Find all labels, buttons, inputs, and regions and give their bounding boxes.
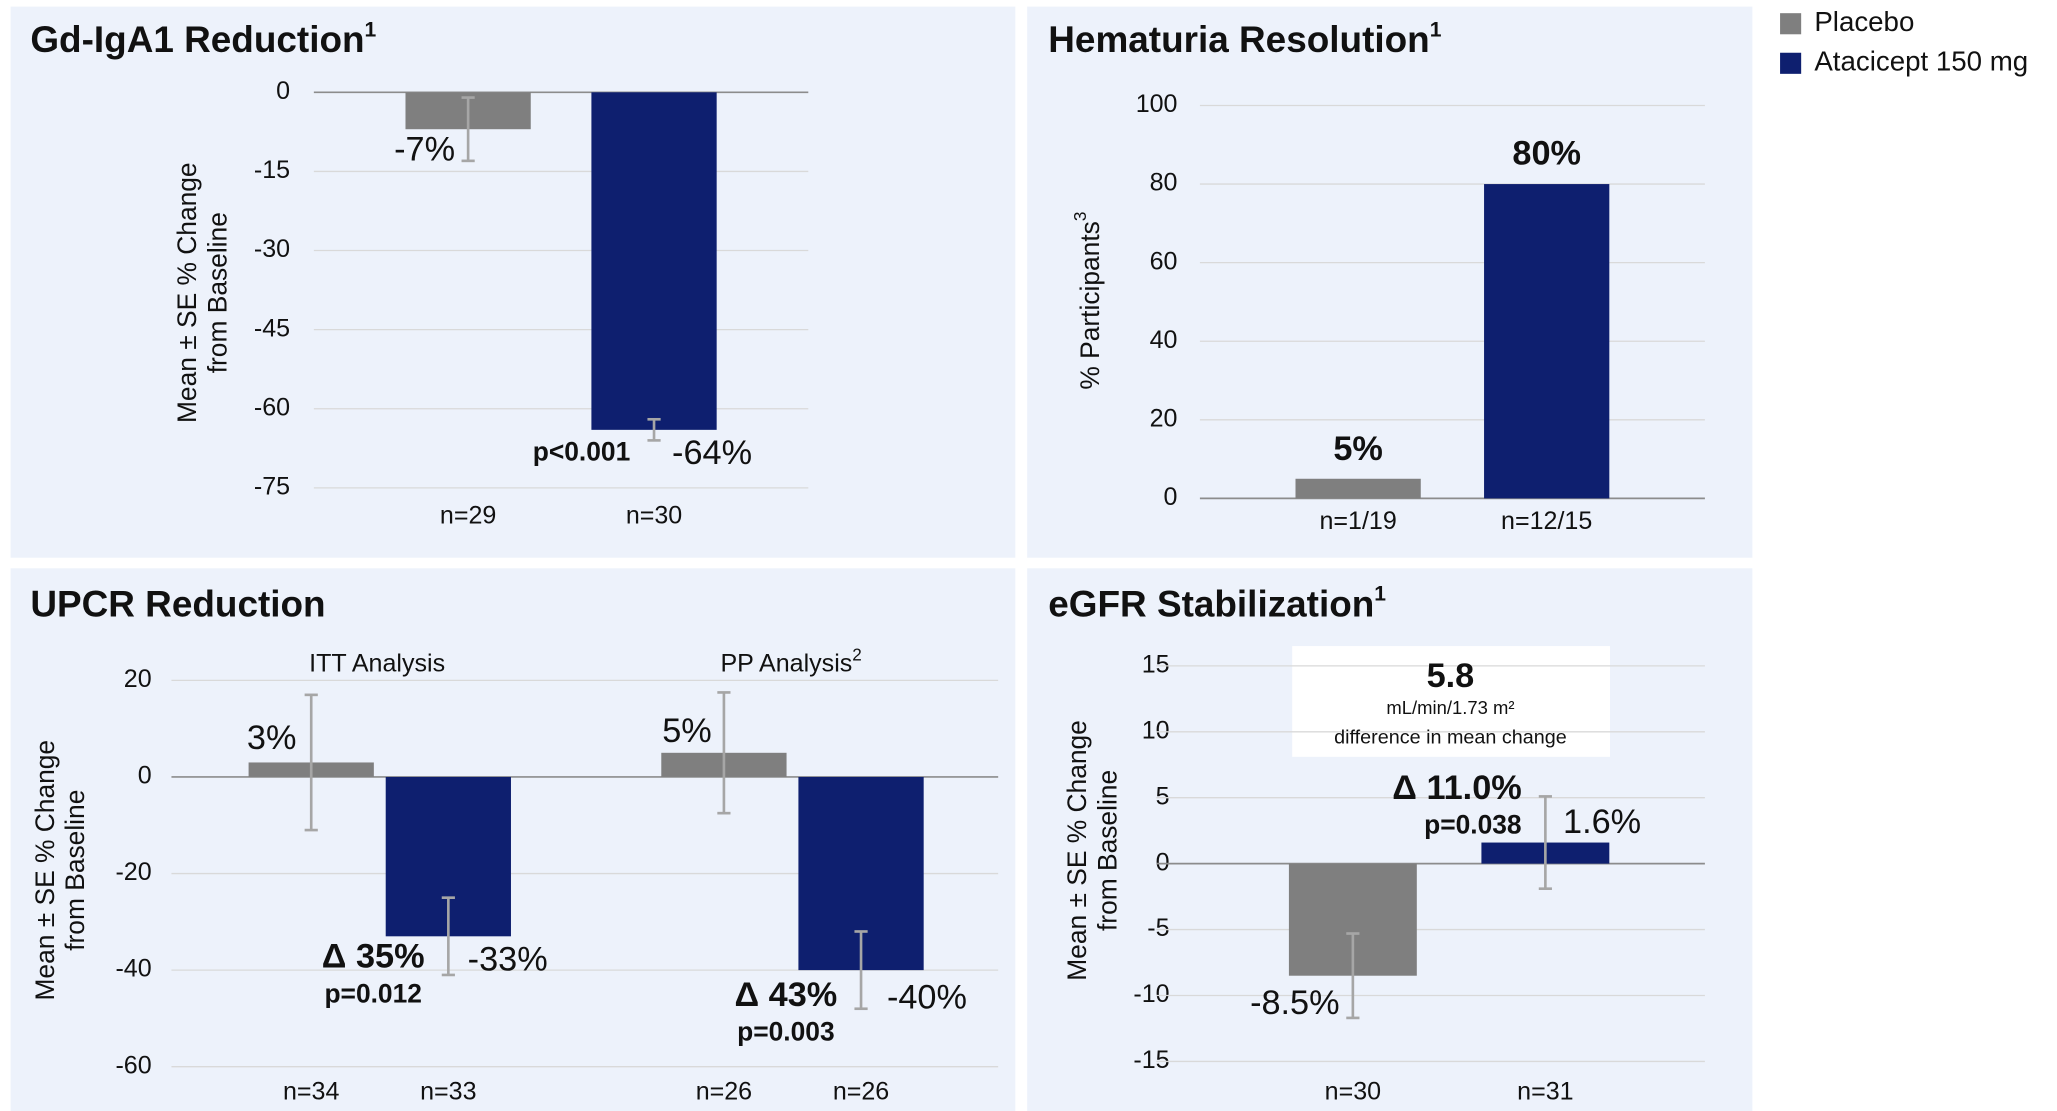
bar [1484,184,1610,499]
y-axis-label: Mean ± SE % Change [172,162,202,423]
y-tick-label: -45 [254,314,290,342]
y-axis-label: % Participants3 [1070,212,1105,390]
y-tick-label: -40 [115,955,151,983]
y-tick-label: 40 [1150,326,1178,354]
value-label: -8.5% [1250,984,1340,1022]
y-tick-label: -10 [1133,980,1169,1008]
annotation: Δ 11.0% [1392,769,1521,807]
y-axis-label: Mean ± SE % Change [30,740,60,1001]
legend-label: Atacicept 150 mg [1814,46,2028,77]
annotation: mL/min/1.73 m² [1386,697,1514,718]
x-tick-label: n=26 [833,1078,889,1106]
x-tick-label: n=12/15 [1501,507,1592,535]
y-tick-label: 80 [1150,169,1178,197]
chart-title: Gd-IgA1 Reduction1 [30,18,376,60]
value-label: -33% [468,940,548,978]
annotation-box [1292,646,1610,757]
chart-title: eGFR Stabilization1 [1048,582,1386,624]
y-tick-label: 100 [1136,90,1178,118]
y-tick-label: -20 [115,858,151,886]
x-tick-label: n=33 [420,1078,476,1106]
y-tick-label: 20 [124,665,152,693]
value-label: -40% [887,979,967,1017]
error-bar [854,930,868,1011]
y-tick-label: -15 [1133,1046,1169,1074]
annotation: p=0.012 [324,978,421,1008]
annotation: Δ 35% [322,938,425,976]
y-axis-label: from Baseline [1093,770,1123,931]
x-tick-label: n=1/19 [1319,507,1396,535]
y-tick-label: -5 [1147,914,1169,942]
y-tick-label: 0 [138,762,152,790]
value-label: 80% [1512,135,1581,173]
group-label-main: ITT Analysis [309,649,445,677]
y-axis-label: Mean ± SE % Change [1062,720,1092,981]
x-tick-label: n=30 [626,501,682,529]
legend-label: Placebo [1814,6,1914,37]
value-label: 1.6% [1563,803,1641,841]
error-bar [717,691,731,815]
chart-title-sup: 1 [1430,18,1442,41]
y-tick-label: 20 [1150,404,1178,432]
error-bar [304,693,318,832]
y-tick-label: 0 [1156,848,1170,876]
value-label: 3% [247,719,297,757]
chart-title: Hematuria Resolution1 [1048,18,1441,60]
y-tick-label: 10 [1142,716,1170,744]
y-tick-label: 60 [1150,247,1178,275]
group-label-main: PP Analysis [720,649,852,677]
y-tick-label: 0 [1164,483,1178,511]
group-label: PP Analysis2 [720,644,861,677]
legend-swatch [1780,13,1802,35]
error-bar [1346,932,1360,1020]
x-tick-label: n=29 [440,501,496,529]
bar [1295,478,1421,499]
annotation: p<0.001 [533,437,630,467]
y-axis-label: from Baseline [60,790,90,951]
x-tick-label: n=26 [696,1078,752,1106]
y-tick-label: -60 [115,1051,151,1079]
y-tick-label: -75 [254,472,290,500]
chart-title-main: Gd-IgA1 Reduction [30,19,364,60]
group-label: ITT Analysis [309,649,445,677]
x-tick-label: n=30 [1325,1078,1381,1106]
error-bar [1538,795,1552,891]
x-tick-label: n=31 [1517,1078,1573,1106]
y-axis-label: from Baseline [203,212,233,373]
annotation: Δ 43% [735,976,838,1014]
error-bar [441,896,455,977]
chart-title-main: Hematuria Resolution [1048,19,1429,60]
panel [10,6,1016,558]
y-axis-label-sup: 3 [1070,212,1090,222]
bar [591,92,717,430]
annotation: difference in mean change [1334,727,1567,749]
value-label: 5% [662,712,712,750]
value-label: -64% [672,434,752,472]
annotation: p=0.038 [1424,810,1521,840]
y-tick-label: -30 [254,235,290,263]
y-tick-label: 5 [1156,782,1170,810]
y-tick-label: 15 [1142,650,1170,678]
y-tick-label: -15 [254,156,290,184]
panel [1027,6,1753,558]
chart-title: UPCR Reduction [30,583,325,624]
x-tick-label: n=34 [283,1078,339,1106]
error-bar [647,417,661,442]
chart-title-sup: 1 [365,18,377,41]
chart-title-main: eGFR Stabilization [1048,583,1374,624]
group-label-sup: 2 [852,644,862,664]
annotation: p=0.003 [737,1017,834,1047]
chart-title-sup: 1 [1374,582,1386,605]
legend-swatch [1780,52,1802,74]
error-bar [461,96,475,163]
chart-title-main: UPCR Reduction [30,583,325,624]
y-tick-label: 0 [276,77,290,105]
value-label: 5% [1333,430,1383,468]
y-axis-label-main: % Participants [1075,221,1105,389]
y-tick-label: -60 [254,393,290,421]
annotation: 5.8 [1427,657,1475,695]
value-label: -7% [394,131,455,169]
